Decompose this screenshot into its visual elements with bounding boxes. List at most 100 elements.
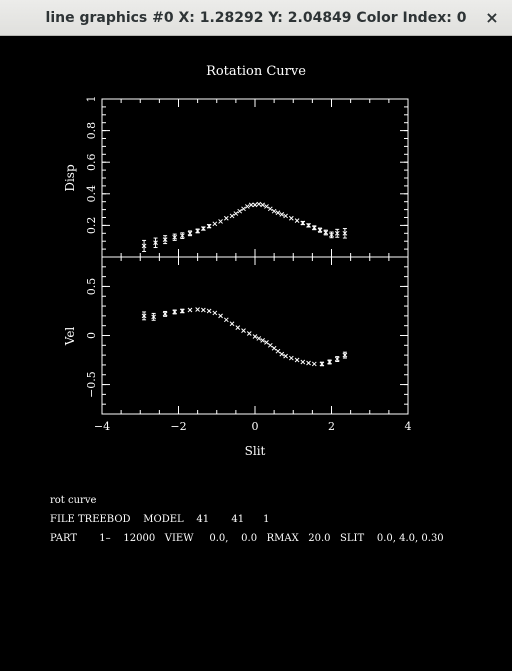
point-marker [241,206,246,212]
point-marker [300,220,306,226]
point-marker [329,232,334,238]
y-tick-label: 0 [85,332,98,339]
data-point [252,334,258,339]
data-point [288,215,294,221]
point-marker [260,338,266,343]
data-point [317,227,323,233]
data-point [179,308,185,314]
data-point [218,313,223,319]
point-marker [151,314,156,320]
data-point [162,235,168,245]
point-marker [275,210,281,216]
point-marker [201,226,206,231]
data-point [267,206,273,212]
point-marker [283,353,288,359]
data-point [141,239,147,252]
point-marker [141,313,147,319]
point-marker [319,361,325,367]
y-tick-label: 0.4 [85,185,98,203]
point-marker [279,351,285,357]
point-marker [260,202,266,208]
x-tick-label: −4 [94,420,110,433]
data-point [279,211,285,217]
point-marker [248,202,254,208]
point-marker [300,359,306,365]
data-point [300,359,306,365]
disp-panel-frame [101,98,409,258]
data-point [241,206,246,212]
point-marker [237,208,243,214]
data-point [327,359,332,365]
point-marker [241,328,246,333]
data-point [334,228,340,238]
data-point [256,336,262,341]
data-point [229,213,235,219]
data-point [162,310,168,317]
point-marker [288,355,294,361]
data-point [187,230,193,237]
data-point [229,321,235,327]
data-point [311,225,317,231]
data-point [275,348,281,354]
point-marker [267,206,273,212]
y-tick-label: 0.2 [85,217,98,235]
point-marker [195,228,200,234]
graphics-canvas[interactable]: Rotation Curve 0.2 0.4 0.6 0.8 1 −0.5 0 0.5 −4 −2… [0,37,512,667]
point-marker [306,223,311,228]
data-point [187,307,193,313]
point-marker [246,331,252,336]
point-marker [162,311,168,317]
data-point [246,331,252,336]
data-point [248,202,254,208]
y-tick-label: 0.6 [85,153,98,171]
data-point [201,307,206,313]
point-marker [229,213,235,219]
vel-panel-frame [101,256,409,415]
point-marker [218,313,223,319]
x-tick-label: 0 [252,420,259,433]
data-point [294,218,300,224]
x-tick-label: 4 [405,420,412,433]
footer-line-1: rot curve [50,495,96,506]
y-tick-label: 0.5 [85,278,98,296]
point-marker [233,211,239,216]
point-marker [229,321,235,327]
data-point [206,308,212,314]
point-marker [271,208,277,214]
point-marker [342,352,348,358]
data-point [275,210,281,216]
data-point [260,202,266,208]
data-point [264,340,269,345]
point-marker [162,237,168,242]
point-marker [334,356,340,362]
point-marker [264,340,269,345]
y-tick-label: 0.8 [85,122,98,140]
chart-title: Rotation Curve [206,64,306,79]
data-point [172,309,178,315]
close-icon[interactable]: × [485,8,499,27]
data-point [195,307,200,312]
y-axis-label-vel: Vel [63,327,77,347]
data-point [319,361,325,367]
data-point [244,204,250,209]
point-marker [311,225,317,231]
data-point [233,211,239,216]
window-titlebar[interactable]: line graphics #0 X: 1.28292 Y: 2.04849 C… [0,0,512,36]
point-marker [179,308,185,314]
data-point [256,201,262,207]
point-marker [212,221,218,227]
data-point [342,228,348,239]
axis-ticks [101,98,409,415]
data-point [306,360,311,366]
point-marker [187,307,193,313]
point-marker [218,219,223,224]
data-point [283,353,288,359]
data-point [153,237,158,249]
data-point [201,226,206,231]
x-tick-label: 2 [328,420,335,433]
data-point [172,233,178,241]
data-point [241,328,246,333]
point-marker [323,230,329,235]
point-marker [275,348,281,354]
data-point [195,228,200,234]
